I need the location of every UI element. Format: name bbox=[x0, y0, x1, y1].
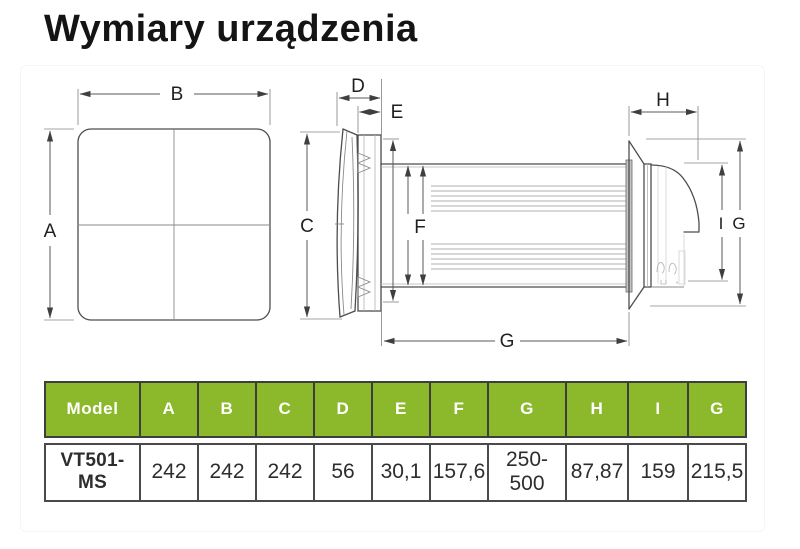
dimensions-diagram: B A bbox=[44, 76, 746, 352]
wall-mount-plate bbox=[356, 134, 382, 312]
dim-f: F bbox=[404, 165, 435, 286]
front-view: B A bbox=[44, 84, 271, 321]
dim-label-e: E bbox=[391, 102, 404, 123]
header-model: Model bbox=[44, 380, 141, 438]
header-g-length: G bbox=[487, 380, 567, 438]
cell-g-hood: 215,5 bbox=[687, 442, 747, 502]
cell-e: 30,1 bbox=[371, 442, 431, 502]
dim-d: D bbox=[336, 76, 381, 126]
dim-label-a: A bbox=[44, 221, 57, 242]
cell-b: 242 bbox=[197, 442, 257, 502]
hood-view: H I G bbox=[628, 90, 746, 310]
dim-b: B bbox=[77, 84, 271, 125]
dim-label-g-hood: G bbox=[732, 214, 745, 233]
side-view: C D E F G bbox=[300, 76, 633, 352]
cell-model: VT501-MS bbox=[44, 442, 141, 502]
drain-detail bbox=[656, 261, 677, 275]
dim-e: E bbox=[357, 102, 404, 133]
dim-c: C bbox=[300, 131, 342, 320]
dim-label-b: B bbox=[171, 84, 184, 105]
dim-a: A bbox=[44, 128, 74, 321]
dim-plate-height bbox=[383, 138, 399, 303]
dim-label-i: I bbox=[719, 214, 724, 233]
header-f: F bbox=[429, 380, 489, 438]
cell-g-length: 250-500 bbox=[487, 442, 567, 502]
cell-f: 157,6 bbox=[429, 442, 489, 502]
dim-label-g-length: G bbox=[500, 331, 515, 352]
dim-label-h: H bbox=[656, 90, 670, 111]
cell-i: 159 bbox=[627, 442, 689, 502]
cell-h: 87,87 bbox=[565, 442, 629, 502]
dimensions-table: Model A B C D E F G H I G VT501-MS 242 2… bbox=[44, 380, 747, 502]
header-a: A bbox=[139, 380, 199, 438]
dim-label-f: F bbox=[414, 217, 426, 238]
page-title: Wymiary urządzenia bbox=[44, 8, 418, 50]
header-d: D bbox=[313, 380, 373, 438]
duct-ribs bbox=[431, 185, 626, 270]
dim-label-c: C bbox=[300, 216, 314, 237]
cell-c: 242 bbox=[255, 442, 315, 502]
cell-a: 242 bbox=[139, 442, 199, 502]
page: { "page": { "title": "Wymiary urządzenia… bbox=[0, 8, 800, 549]
header-c: C bbox=[255, 380, 315, 438]
front-cover bbox=[335, 128, 359, 318]
table-spacer-row bbox=[45, 436, 746, 444]
dim-g-length: G bbox=[383, 311, 630, 352]
table-row: VT501-MS 242 242 242 56 30,1 157,6 250-5… bbox=[44, 442, 747, 502]
header-e: E bbox=[371, 380, 431, 438]
header-g-hood: G bbox=[687, 380, 747, 438]
header-b: B bbox=[197, 380, 257, 438]
table-header-row: Model A B C D E F G H I G bbox=[44, 380, 747, 438]
dim-i: I bbox=[684, 162, 728, 282]
dim-h: H bbox=[628, 90, 699, 160]
outer-hood bbox=[628, 140, 700, 310]
dim-g-hood: G bbox=[646, 138, 746, 307]
dim-label-d: D bbox=[351, 76, 365, 97]
header-i: I bbox=[627, 380, 689, 438]
cell-d: 56 bbox=[313, 442, 373, 502]
header-h: H bbox=[565, 380, 629, 438]
